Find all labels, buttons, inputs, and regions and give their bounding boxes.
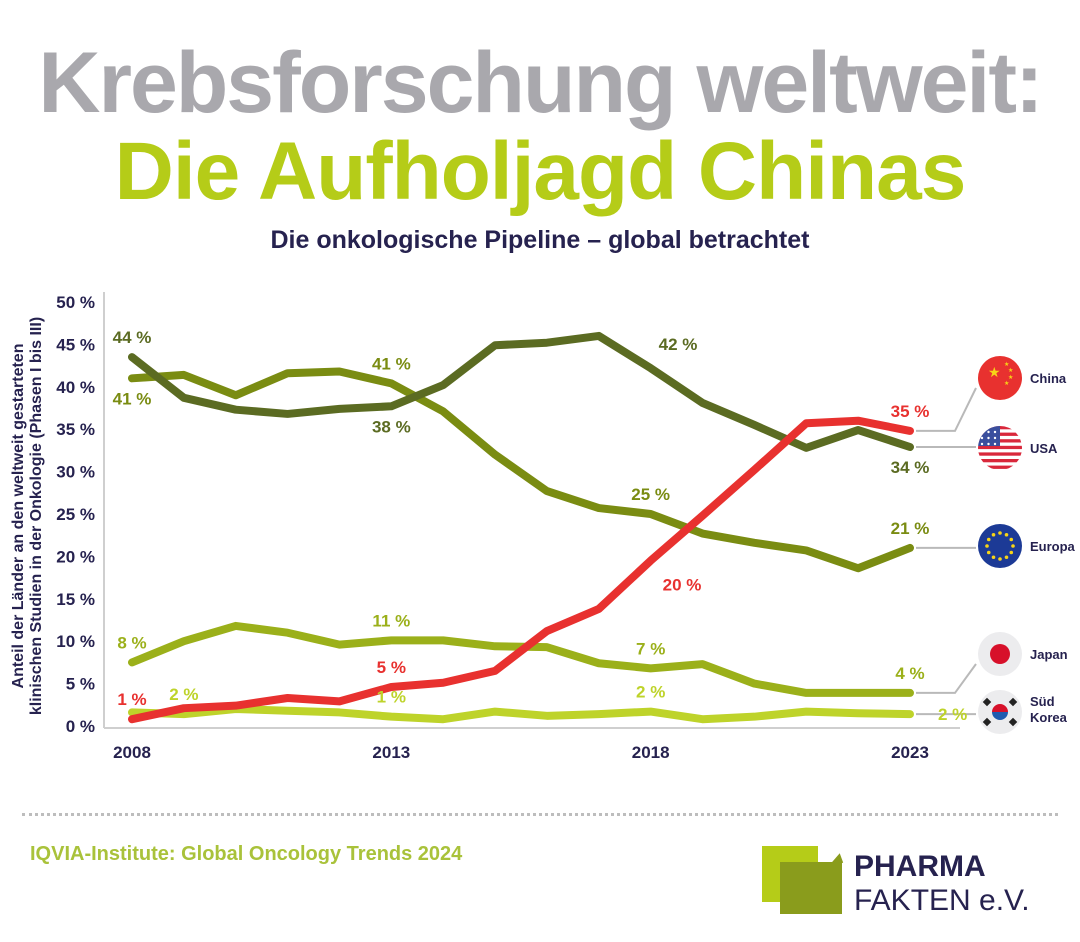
y-tick-label: 35 % bbox=[56, 420, 95, 439]
data-label: 7 % bbox=[636, 639, 665, 658]
china-flag-icon bbox=[978, 356, 1022, 400]
x-tick-label: 2023 bbox=[891, 743, 929, 762]
star-icon bbox=[1009, 550, 1014, 555]
title-line-1: Krebsforschung weltweit: bbox=[38, 35, 1043, 131]
usa-flag-icon bbox=[978, 426, 1022, 470]
y-tick-label: 30 % bbox=[56, 463, 95, 482]
legend-label: Europa bbox=[1030, 539, 1076, 554]
data-label: 25 % bbox=[631, 485, 670, 504]
star-icon bbox=[998, 531, 1002, 535]
star-icon: ★ bbox=[1008, 367, 1013, 374]
star-icon bbox=[985, 544, 989, 548]
data-label: 41 % bbox=[372, 354, 411, 373]
legend-label: Korea bbox=[1030, 710, 1068, 725]
data-label: 20 % bbox=[663, 576, 702, 595]
series-lines bbox=[128, 331, 914, 724]
star-icon bbox=[998, 557, 1002, 561]
star-icon bbox=[986, 550, 991, 555]
data-label: 41 % bbox=[113, 389, 152, 408]
x-tick-label: 2013 bbox=[372, 743, 410, 762]
star-icon bbox=[1004, 532, 1009, 537]
data-label: 44 % bbox=[113, 328, 152, 347]
pharma-fakten-logo: PHARMA FAKTEN e.V. bbox=[762, 842, 1042, 922]
title-line-2: Die Aufholjagd Chinas bbox=[114, 126, 967, 217]
data-label: 8 % bbox=[117, 633, 146, 652]
eu-flag-icon bbox=[978, 524, 1022, 568]
data-label: 5 % bbox=[377, 658, 406, 677]
y-tick-label: 20 % bbox=[56, 547, 95, 566]
source-note: IQVIA-Institute: Global Oncology Trends … bbox=[30, 843, 463, 865]
logo-text-line-2: FAKTEN e.V. bbox=[854, 884, 1030, 917]
star-icon bbox=[1011, 544, 1015, 548]
star-icon: ★ bbox=[988, 364, 1001, 380]
legend-label: USA bbox=[1030, 441, 1058, 456]
series-line-usa bbox=[128, 331, 914, 452]
series-line-europa bbox=[128, 367, 914, 573]
legend-item-europa: Europa bbox=[978, 524, 1076, 568]
y-tick-label: 10 % bbox=[56, 632, 95, 651]
x-ticks: 2008 2013 2018 2023 bbox=[113, 743, 929, 762]
y-axis-title: Anteil der Länder an den weltweit gestar… bbox=[10, 317, 45, 715]
y-tick-label: 0 % bbox=[66, 717, 95, 736]
series-line-süd-korea bbox=[128, 705, 914, 724]
legend-label: China bbox=[1030, 371, 1067, 386]
y-tick-label: 5 % bbox=[66, 675, 95, 694]
connector-line bbox=[916, 663, 977, 694]
data-label: 34 % bbox=[891, 458, 930, 477]
star-icon bbox=[986, 537, 991, 542]
legend-item-usa: USA bbox=[978, 426, 1058, 470]
legend-item-china: ★ ★★★★ China bbox=[978, 356, 1067, 400]
data-label: 35 % bbox=[891, 402, 930, 421]
y-tick-label: 45 % bbox=[56, 335, 95, 354]
series-line-japan bbox=[128, 621, 914, 697]
logo-text-line-1: PHARMA bbox=[854, 850, 986, 883]
data-label: 2 % bbox=[938, 705, 967, 724]
line-chart: Anteil der Länder an den weltweit gestar… bbox=[10, 292, 1076, 762]
star-icon: ★ bbox=[1004, 361, 1009, 368]
legend-label: Süd bbox=[1030, 694, 1055, 709]
y-axis-title-line-1: Anteil der Länder an den weltweit gestar… bbox=[10, 344, 27, 689]
star-icon bbox=[1004, 555, 1009, 560]
y-tick-label: 50 % bbox=[56, 293, 95, 312]
data-label: 11 % bbox=[372, 611, 410, 630]
legend-connectors bbox=[916, 387, 977, 716]
y-axis-title-line-2: klinischen Studien in der Onkologie (Pha… bbox=[28, 317, 45, 715]
data-label: 42 % bbox=[659, 335, 698, 354]
divider bbox=[22, 813, 1058, 816]
connector-line bbox=[916, 387, 977, 432]
data-label: 1 % bbox=[377, 688, 406, 707]
data-labels: 1 % 5 % 20 % 35 % 44 % 38 % 42 % 34 % 41 % 41 % 25… bbox=[113, 328, 968, 724]
logo-speech-bubble-icon bbox=[780, 862, 842, 914]
star-icon bbox=[991, 555, 996, 560]
data-label: 21 % bbox=[891, 519, 930, 538]
x-tick-label: 2018 bbox=[632, 743, 670, 762]
star-icon: ★ bbox=[1008, 374, 1013, 381]
y-tick-label: 40 % bbox=[56, 378, 95, 397]
data-label: 2 % bbox=[636, 683, 665, 702]
chart-subtitle: Die onkologische Pipeline – global betra… bbox=[270, 226, 810, 254]
x-tick-label: 2008 bbox=[113, 743, 151, 762]
star-icon bbox=[1009, 537, 1014, 542]
legend-label: Japan bbox=[1030, 647, 1068, 662]
legend-item-japan: Japan bbox=[978, 632, 1068, 676]
data-label: 38 % bbox=[372, 417, 411, 436]
data-label: 2 % bbox=[169, 685, 198, 704]
series-line-china bbox=[128, 416, 914, 724]
star-icon: ★ bbox=[1004, 380, 1009, 387]
data-label: 1 % bbox=[117, 690, 146, 709]
star-icon bbox=[991, 532, 996, 537]
data-label: 4 % bbox=[895, 664, 924, 683]
y-tick-label: 25 % bbox=[56, 505, 95, 524]
y-ticks: 0 % 5 % 10 % 15 % 20 % 25 % 30 % 35 % 40 % 45 % 50… bbox=[56, 293, 95, 736]
y-tick-label: 15 % bbox=[56, 590, 95, 609]
